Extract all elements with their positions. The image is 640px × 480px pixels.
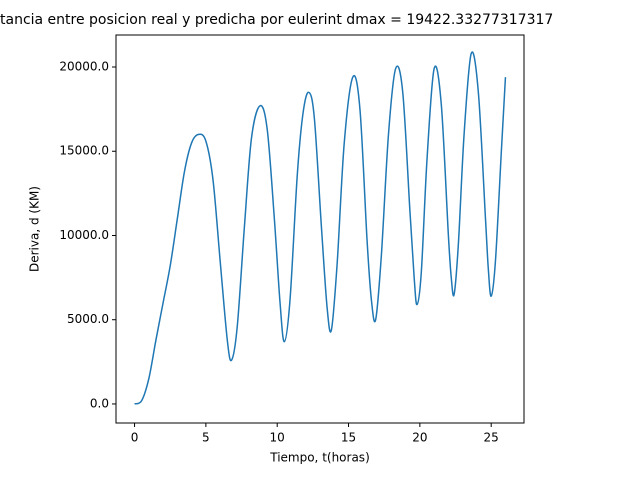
y-tick-label: 15000.0 bbox=[59, 144, 109, 158]
chart-title: tancia entre posicion real y predicha po… bbox=[0, 12, 553, 28]
y-tick-label: 20000.0 bbox=[59, 60, 109, 74]
y-tick-label: 10000.0 bbox=[59, 228, 109, 242]
x-tick-label: 0 bbox=[131, 431, 139, 445]
x-tick-label: 10 bbox=[270, 431, 285, 445]
y-tick-label: 5000.0 bbox=[67, 312, 109, 326]
x-tick-label: 25 bbox=[484, 431, 499, 445]
y-tick-label: 0.0 bbox=[90, 396, 109, 410]
x-tick-label: 15 bbox=[341, 431, 356, 445]
x-tick-label: 5 bbox=[202, 431, 210, 445]
line-series bbox=[134, 51, 507, 405]
x-tick-label: 20 bbox=[412, 431, 427, 445]
plot-frame bbox=[115, 34, 525, 424]
x-axis-label: Tiempo, t(horas) bbox=[269, 451, 370, 465]
y-axis-label: Deriva, d (KM) bbox=[28, 186, 42, 272]
